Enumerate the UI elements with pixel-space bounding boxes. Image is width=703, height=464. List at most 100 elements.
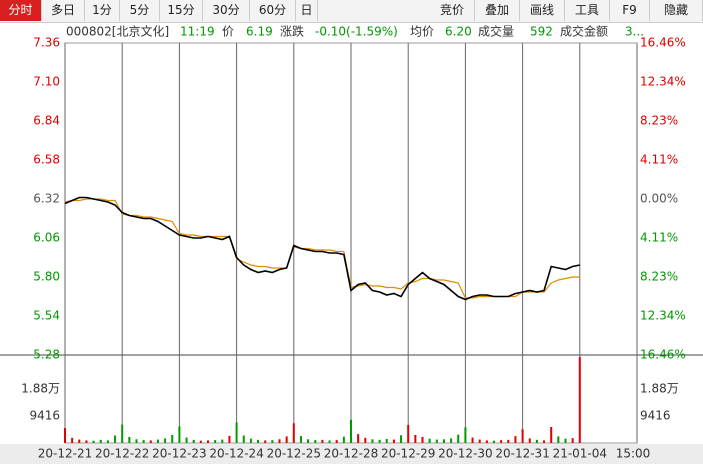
volume-bar	[164, 438, 167, 443]
volume-bar	[271, 440, 274, 443]
volume-bar	[171, 434, 174, 443]
volume-bar	[535, 439, 538, 443]
toolbar-tab[interactable]: 15分	[160, 0, 203, 21]
toolbar-tab[interactable]: F9	[610, 0, 650, 21]
volume-bar	[414, 434, 417, 443]
volume-bar	[128, 436, 131, 443]
toolbar-tab[interactable]: 工具	[565, 0, 610, 21]
x-tick-label: 21-01-04	[553, 447, 607, 461]
toolbar: 分时 多日 1分 5分 15分 30分 60分日 竞价 叠加 画线 工具 F9 隐藏	[0, 0, 703, 23]
info-item: 6.19	[246, 25, 273, 39]
volume-bar	[221, 439, 224, 443]
volume-bar	[457, 434, 460, 443]
y2-tick-label: 16.46%	[640, 36, 686, 50]
x-tick-label: 20-12-25	[267, 447, 321, 461]
toolbar-tab[interactable]: 5分	[120, 0, 160, 21]
y2-tick-label: 4.11%	[640, 230, 678, 244]
x-tick-label: 20-12-22	[95, 447, 149, 461]
volume-bar	[235, 422, 238, 443]
toolbar-tab[interactable]: 日	[296, 0, 318, 21]
y-tick-label: 6.32	[33, 192, 60, 206]
x-tick-label: 20-12-24	[209, 447, 263, 461]
x-tick-label: 20-12-30	[438, 447, 492, 461]
y-tick-label: 6.06	[33, 231, 60, 245]
volume-bar	[149, 440, 152, 443]
volume-bar	[249, 438, 252, 443]
volume-tick-label: 9416	[29, 409, 60, 423]
volume-bar	[364, 437, 367, 443]
volume-bar	[514, 436, 517, 443]
volume-bar	[342, 436, 345, 443]
x-tick-label: 20-12-31	[495, 447, 549, 461]
volume-bar	[521, 429, 524, 443]
x-tick-label: 20-12-29	[381, 447, 435, 461]
volume-bar	[385, 438, 388, 443]
volume-bar	[78, 439, 81, 443]
volume-bar	[135, 439, 138, 443]
volume-bar	[471, 437, 474, 443]
info-item: 成交金额	[560, 24, 608, 39]
volume-bar	[478, 439, 481, 443]
volume-bar	[428, 438, 431, 443]
volume-bar	[493, 440, 495, 443]
toolbar-tab[interactable]: 叠加	[475, 0, 520, 21]
volume-bar	[335, 440, 338, 443]
info-item: 6.20	[445, 25, 472, 39]
volume-bar	[435, 439, 438, 443]
volume-tick-label: 9416	[640, 409, 671, 423]
y2-tick-label: 8.23%	[640, 114, 678, 128]
volume-bar	[92, 440, 95, 443]
y-tick-label: 6.84	[33, 114, 60, 128]
toolbar-tab[interactable]: 竞价	[430, 0, 475, 21]
info-item: 11:19	[180, 25, 215, 39]
volume-bar	[357, 434, 360, 443]
volume-bar	[307, 439, 310, 443]
toolbar-tab[interactable]: 画线	[520, 0, 565, 21]
toolbar-tab[interactable]: 多日	[42, 0, 85, 21]
volume-bar	[214, 440, 217, 443]
average-line	[64, 198, 580, 299]
toolbar-tab[interactable]: 1分	[85, 0, 120, 21]
volume-bar	[64, 428, 66, 443]
y-tick-label: 7.10	[33, 75, 60, 89]
x-tick-label: 20-12-21	[38, 447, 92, 461]
y2-tick-label: 8.23%	[640, 270, 678, 284]
toolbar-tab[interactable]: 60分	[250, 0, 296, 21]
volume-bar	[185, 437, 188, 443]
volume-bar	[264, 440, 267, 443]
toolbar-tab[interactable]: 分时	[0, 0, 42, 21]
volume-tick-label: 1.88万	[640, 382, 679, 396]
info-item: 均价	[410, 25, 434, 39]
y-tick-label: 6.58	[33, 153, 60, 167]
volume-bar	[285, 436, 288, 443]
y-tick-label: 5.80	[33, 270, 60, 284]
volume-bar	[199, 440, 202, 443]
volume-bar	[321, 439, 324, 443]
x-tick-label: 20-12-23	[152, 447, 206, 461]
info-item: 3...	[625, 25, 644, 39]
toolbar-tab[interactable]: 隐藏	[650, 0, 703, 21]
x-axis-band	[0, 444, 703, 464]
y-tick-label: 7.36	[33, 36, 60, 50]
volume-bar	[106, 440, 109, 443]
volume-bar	[207, 440, 209, 443]
y2-tick-label: 16.46%	[640, 348, 686, 362]
volume-bar	[71, 437, 74, 443]
volume-bar	[328, 440, 331, 443]
volume-bar	[507, 439, 510, 443]
volume-bar	[421, 436, 424, 443]
volume-bar	[278, 439, 281, 443]
y-tick-label: 5.54	[33, 309, 60, 323]
volume-bar	[350, 419, 352, 443]
volume-bar	[228, 435, 231, 443]
volume-bar	[99, 439, 102, 443]
info-item: 成交量	[478, 24, 514, 39]
info-item: 涨跌	[280, 24, 304, 39]
toolbar-tab[interactable]: 30分	[203, 0, 250, 21]
volume-bar	[500, 440, 503, 443]
volume-bar	[485, 440, 488, 443]
x-tick-label: 20-12-28	[324, 447, 378, 461]
volume-bar	[192, 439, 195, 443]
volume-bar	[543, 440, 546, 443]
